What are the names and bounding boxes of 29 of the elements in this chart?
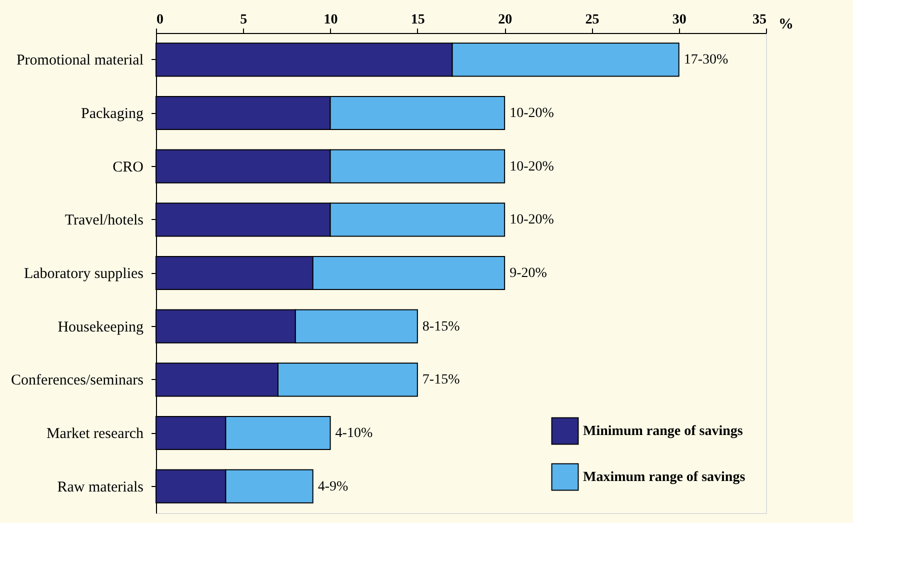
x-tick-label: 20 (498, 12, 512, 28)
total-label: 7-15% (422, 372, 460, 388)
y-tick-label: Conferences/seminars (11, 372, 144, 389)
y-tick-label: Raw materials (57, 479, 144, 496)
y-tick-label: Packaging (81, 106, 144, 122)
total-label: 4-9% (318, 479, 349, 494)
y-tick-label: Market research (46, 426, 144, 442)
x-axis-title: % (778, 16, 794, 32)
legend-label: Maximum range of savings (583, 470, 746, 485)
total-label: 10-20% (510, 159, 554, 174)
y-tick-label: Travel/hotels (64, 212, 144, 229)
total-label: 17-30% (684, 52, 729, 68)
x-tick-label: 0 (156, 12, 164, 28)
legend-label: Minimum range of savings (583, 424, 744, 439)
total-label: 4-10% (335, 426, 373, 441)
x-tick-label: 5 (240, 12, 248, 28)
total-label: 10-20% (510, 212, 554, 228)
x-tick-label: 10 (324, 12, 338, 28)
y-tick-label: Laboratory supplies (24, 266, 144, 282)
x-tick-label: 35 (752, 12, 766, 28)
x-tick-label: 25 (585, 12, 600, 28)
y-tick-label: Housekeeping (58, 319, 144, 336)
x-tick-label: 15 (410, 12, 425, 28)
total-label: 10-20% (510, 106, 554, 121)
y-tick-label: CRO (112, 159, 144, 176)
total-label: 8-15% (422, 319, 460, 334)
x-tick-label: 30 (672, 12, 686, 28)
y-tick-label: Promotional material (16, 52, 144, 69)
total-label: 9-20% (510, 266, 548, 281)
